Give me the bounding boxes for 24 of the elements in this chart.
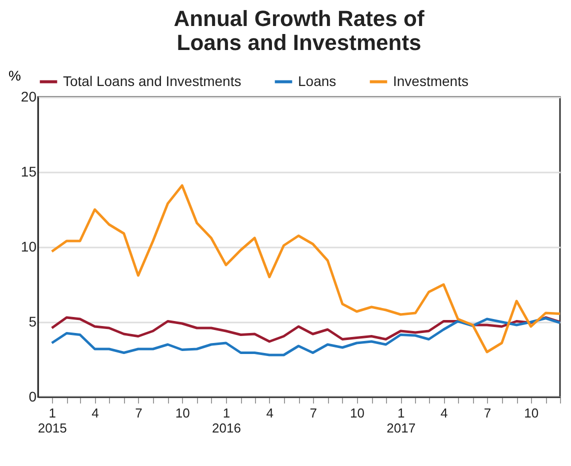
y-tick-label: 15 [20,164,37,180]
chart-title: Annual Growth Rates of Loans and Investments [174,6,425,55]
x-tick-label: 4 [266,406,274,420]
line-series [50,317,562,356]
line-series [50,184,562,354]
y-tick-label: 5 [28,314,37,330]
x-tick-label: 7 [135,406,142,420]
x-tick-label: 10 [350,406,364,420]
x-tick-label: 4 [92,406,99,420]
x-tick-label: 10 [175,406,190,420]
y-tick-label: 10 [20,238,37,254]
x-tick-label: 4 [440,406,448,420]
y-axis-title: % [8,68,21,84]
legend-label: Loans [298,72,336,89]
x-tick-label: 1 2016 [212,406,241,436]
x-tick-label: 7 [484,406,492,420]
x-tick-label: 1 2017 [386,406,416,436]
legend-label: Investments [393,72,468,89]
x-tick-label: 10 [524,406,539,420]
x-tick-label: 1 2015 [38,406,67,436]
y-tick-label: 0 [28,388,37,404]
legend-label: Total Loans and Investments [63,72,242,89]
x-tick-label: 7 [310,406,317,420]
y-tick-label: 20 [20,88,37,104]
